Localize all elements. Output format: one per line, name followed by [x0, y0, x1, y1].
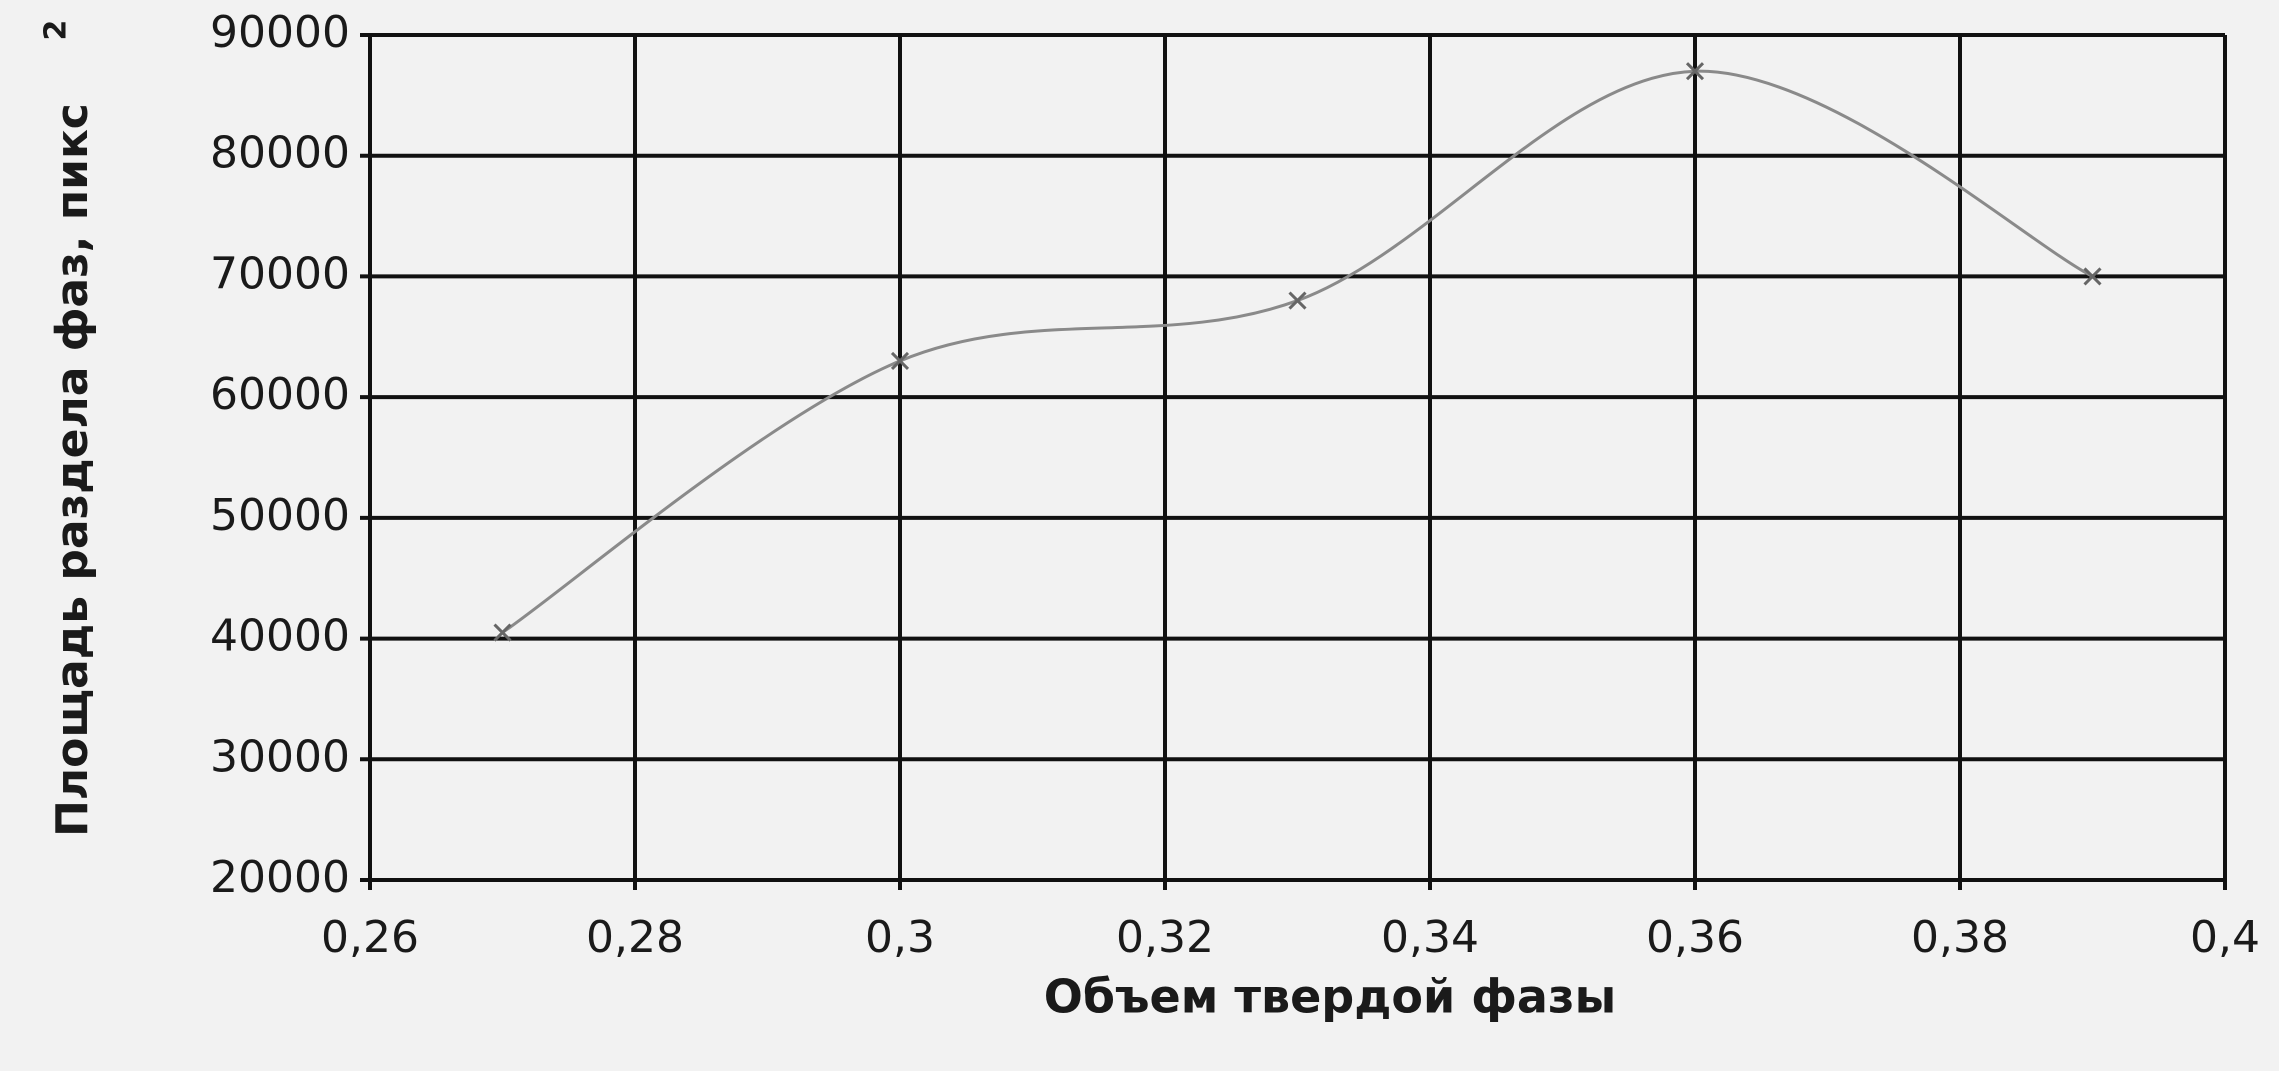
x-tick-label: 0,32 [1116, 912, 1214, 963]
x-tick-label: 0,36 [1646, 912, 1744, 963]
y-tick-label: 80000 [210, 128, 350, 179]
x-tick-label: 0,26 [321, 912, 419, 963]
y-tick-label: 60000 [210, 369, 350, 420]
point-marker [2083, 267, 2102, 286]
point-marker [890, 351, 910, 370]
x-tick-label: 0,38 [1911, 912, 2009, 963]
y-tick-label: 30000 [210, 731, 350, 782]
y-tick-label: 70000 [210, 248, 350, 299]
x-tick-label: 0,28 [586, 912, 684, 963]
y-tick-label: 90000 [210, 7, 350, 58]
x-tick-label: 0,34 [1381, 912, 1479, 963]
point-marker [493, 623, 512, 642]
y-tick-label: 50000 [210, 490, 350, 541]
x-tick-label: 0,3 [865, 912, 935, 963]
y-tick-label: 20000 [210, 852, 350, 903]
x-axis-label: Объем твердой фазы [1044, 970, 1617, 1024]
y-tick-label: 40000 [210, 611, 350, 662]
point-marker [1685, 62, 1705, 81]
y-axis-label-superscript: 2 [39, 20, 74, 41]
y-axis-label: Площадь раздела фаз, пикс [47, 103, 98, 837]
x-tick-label: 0,4 [2190, 912, 2260, 963]
point-marker [1288, 291, 1307, 310]
y-axis-label-group: Площадь раздела фаз, пикс 2 [39, 20, 99, 837]
